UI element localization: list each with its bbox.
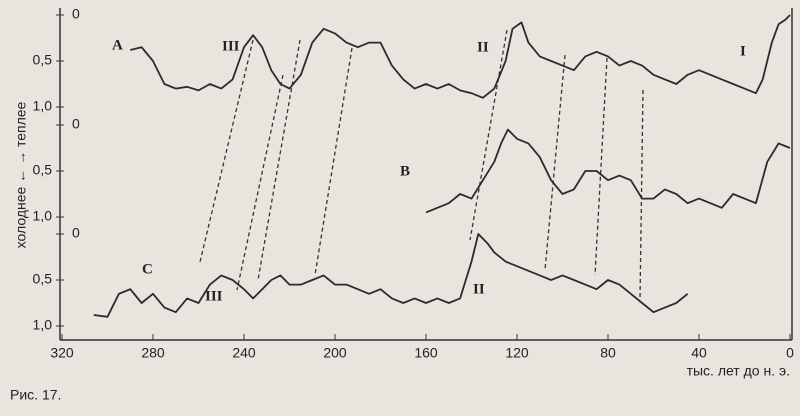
panel-label: B: [400, 163, 410, 179]
data-line: [93, 233, 689, 318]
annotation: III: [222, 38, 240, 54]
x-tick-label: 320: [50, 345, 74, 361]
x-tick-label: 0: [786, 345, 794, 361]
y-tick-label: 1,0: [33, 317, 53, 333]
panel-label: C: [142, 261, 153, 277]
x-axis-label: тыс. лет до н. э.: [687, 363, 790, 379]
y-tick-label: 0: [72, 6, 80, 22]
annotation: II: [477, 39, 489, 55]
x-tick-label: 120: [505, 345, 529, 361]
y-tick-label: 0,5: [33, 271, 53, 287]
correlation-lines: [199, 29, 644, 301]
data-line: [130, 14, 791, 99]
x-tick-label: 40: [691, 345, 707, 361]
x-tick-label: 200: [323, 345, 347, 361]
y-tick-label: 1,0: [33, 98, 53, 114]
y-tick-label: 1,0: [33, 208, 53, 224]
annotation: I: [740, 43, 746, 59]
y-tick-label: 0,5: [33, 52, 53, 68]
y-tick-label: 0: [72, 225, 80, 241]
x-tick-label: 80: [600, 345, 616, 361]
annotation: III: [205, 288, 223, 304]
annotation: II: [473, 281, 485, 297]
data-line: [425, 128, 791, 214]
y-tick-label: 0,5: [33, 162, 53, 178]
x-tick-label: 160: [414, 345, 438, 361]
x-tick-label: 280: [141, 345, 165, 361]
y-axis-label: холоднее ← → теплее: [13, 101, 29, 248]
caption: Рис. 17.: [10, 387, 61, 403]
x-tick-label: 240: [232, 345, 256, 361]
panel-label: A: [112, 37, 123, 53]
y-tick-label: 0: [72, 116, 80, 132]
